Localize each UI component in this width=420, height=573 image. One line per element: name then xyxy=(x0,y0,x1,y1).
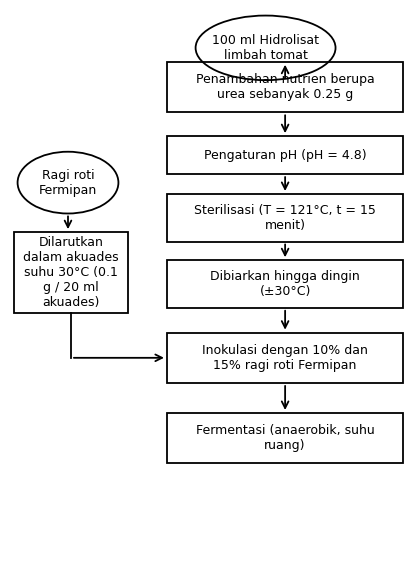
Text: Dibiarkan hingga dingin
(±30°C): Dibiarkan hingga dingin (±30°C) xyxy=(210,270,360,298)
Text: Ragi roti
Fermipan: Ragi roti Fermipan xyxy=(39,168,97,197)
Text: Dilarutkan
dalam akuades
suhu 30°C (0.1
g / 20 ml
akuades): Dilarutkan dalam akuades suhu 30°C (0.1 … xyxy=(23,236,119,309)
Bar xyxy=(167,194,404,242)
Text: Pengaturan pH (pH = 4.8): Pengaturan pH (pH = 4.8) xyxy=(204,148,366,162)
Bar xyxy=(167,413,404,464)
Text: Inokulasi dengan 10% dan
15% ragi roti Fermipan: Inokulasi dengan 10% dan 15% ragi roti F… xyxy=(202,344,368,372)
Text: Penambahan nutrien berupa
urea sebanyak 0.25 g: Penambahan nutrien berupa urea sebanyak … xyxy=(196,73,375,101)
Bar xyxy=(167,260,404,308)
Text: Fermentasi (anaerobik, suhu
ruang): Fermentasi (anaerobik, suhu ruang) xyxy=(196,424,375,452)
Bar xyxy=(167,332,404,383)
Bar xyxy=(167,136,404,174)
Bar xyxy=(15,232,128,313)
Text: Sterilisasi (T = 121°C, t = 15
menit): Sterilisasi (T = 121°C, t = 15 menit) xyxy=(194,204,376,231)
Bar xyxy=(167,62,404,112)
Text: 100 ml Hidrolisat
limbah tomat: 100 ml Hidrolisat limbah tomat xyxy=(212,34,319,62)
